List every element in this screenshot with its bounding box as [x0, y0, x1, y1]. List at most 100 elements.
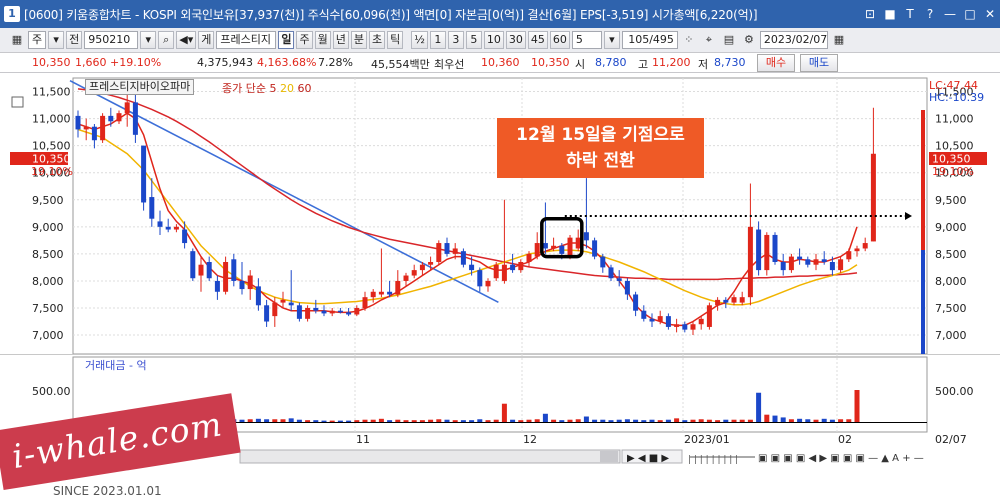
y-tick-label: 10,000 [935, 167, 974, 180]
sell-button[interactable]: 매도 [800, 54, 838, 72]
volume-bar [797, 418, 803, 422]
candle-body [534, 243, 540, 257]
gye-button[interactable]: 게 [198, 31, 215, 49]
legend-ma20: 20 [279, 82, 294, 95]
y-tick-label: 9,500 [935, 194, 967, 207]
candle-body [575, 237, 581, 249]
low-label: 저 [698, 58, 709, 71]
market-select[interactable]: 주 [28, 31, 47, 49]
candle-body [321, 310, 327, 314]
chart-type-icon[interactable]: ▤ [723, 33, 735, 46]
candle-body [862, 243, 868, 249]
help-icon[interactable]: ? [926, 7, 934, 21]
volume-value: 4,375,943 [197, 56, 253, 69]
scrollbar-track[interactable] [239, 449, 621, 464]
candle-body [444, 243, 450, 254]
volume-bar [542, 413, 548, 422]
period-week-button[interactable]: 주 [296, 31, 313, 49]
count-field[interactable]: 105/495 [621, 31, 678, 49]
turnover: 7.28% [318, 56, 353, 69]
volume-bar [395, 419, 401, 422]
period-year-button[interactable]: 년 [332, 31, 349, 49]
close-icon[interactable]: ✕ [984, 7, 996, 21]
axis-setting-icon[interactable] [11, 96, 24, 108]
volume-bar [616, 419, 622, 422]
minute-60-button[interactable]: 60 [549, 31, 570, 49]
volume-bar [444, 419, 450, 422]
market-dropdown-icon[interactable]: ▾ [48, 31, 65, 49]
minute-30-button[interactable]: 30 [505, 31, 526, 49]
volume-bar [403, 420, 409, 422]
scrollbar-thumb[interactable] [600, 451, 618, 462]
trendline [69, 79, 499, 304]
volume-bar [838, 419, 844, 422]
period-day-button[interactable]: 일 [278, 31, 295, 49]
volume-bar [264, 419, 270, 422]
candle-body [616, 278, 622, 281]
left-price-tag [10, 152, 68, 165]
legend-ma60: 60 [297, 82, 312, 95]
candle-body [141, 145, 147, 203]
y-tick-label: 10,000 [32, 167, 71, 180]
maximize-icon[interactable]: □ [964, 7, 976, 21]
period-second-button[interactable]: 초 [368, 31, 386, 49]
dots-icon[interactable]: ⁘ [684, 33, 694, 46]
layout-icon[interactable]: ⊡ [864, 7, 876, 21]
y-tick-label: 9,000 [935, 221, 967, 234]
volume-bar [313, 420, 319, 422]
code-dropdown-icon[interactable]: ▾ [140, 31, 157, 49]
interval-dropdown-icon[interactable]: ▾ [603, 31, 620, 49]
speaker-icon[interactable]: ◀▾ [176, 31, 197, 49]
minimize-icon[interactable]: — [944, 7, 956, 21]
period-minute-button[interactable]: 분 [350, 31, 367, 49]
candle-body [583, 232, 589, 241]
volume-bar [813, 419, 819, 422]
minute-10-button[interactable]: 10 [483, 31, 504, 49]
grid-icon[interactable]: ▦ [11, 33, 23, 46]
candle-body [313, 308, 319, 311]
interval-select[interactable]: 5 [571, 31, 602, 49]
svg-text:| | | | | | | | |: | | | | | | | | | [688, 455, 738, 465]
settings-icon[interactable]: ⚙ [743, 33, 754, 46]
code-input[interactable]: 950210 [84, 31, 139, 49]
crosshair-icon[interactable]: ⌖ [705, 33, 712, 46]
period-month-button[interactable]: 월 [314, 31, 331, 49]
half-button[interactable]: ½ [411, 31, 428, 49]
minute-45-button[interactable]: 45 [527, 31, 548, 49]
volume-bar [567, 419, 573, 422]
minute-3-button[interactable]: 3 [447, 31, 464, 49]
candle-body [173, 226, 179, 230]
candle-body [821, 259, 827, 262]
fill-icon[interactable]: ■ [884, 7, 896, 21]
all-button[interactable]: 전 [66, 31, 83, 49]
candle-body [190, 251, 196, 279]
candle-body [108, 115, 114, 122]
volume-bar [526, 419, 532, 422]
playback-controls[interactable]: ▶ ◀ ■ ▶ [621, 449, 683, 464]
annotation-line-1: 12월 15일을 기점으로 [516, 125, 685, 145]
text-icon[interactable]: T [906, 7, 914, 21]
volume-bar [559, 420, 565, 422]
x-label-feb: 02 [838, 433, 852, 446]
volume-bar [469, 420, 475, 422]
bottom-tool-icons[interactable]: ▣ ▣ ▣ ▣ ◀ ▶ ▣ ▣ ▣ — ▲ A + — [758, 453, 924, 464]
right-price-tag [929, 152, 987, 165]
magnifier-icon[interactable]: ⌕ [158, 31, 175, 49]
volume-bar [428, 419, 434, 422]
candle-body [764, 234, 770, 271]
candle-body [600, 256, 606, 268]
minute-5-button[interactable]: 5 [465, 31, 482, 49]
minute-1-button[interactable]: 1 [429, 31, 446, 49]
date-input[interactable]: 2023/02/07 [759, 31, 828, 49]
trade-amount: 45,554백만 [371, 58, 430, 71]
watermark-since: SINCE 2023.01.01 [53, 484, 162, 498]
lc-label: LC:47.44 [929, 79, 978, 92]
candle-body [788, 256, 794, 271]
zoom-slider[interactable]: | | | | | | | | | [688, 455, 755, 465]
calendar-icon[interactable]: ▦ [833, 33, 845, 46]
price-axis: 11,500 11,500 11,000 11,000 10,500 10,500 10,0… [32, 86, 974, 343]
volume-bar [715, 420, 721, 422]
period-tick-button[interactable]: 틱 [387, 31, 404, 49]
buy-button[interactable]: 매수 [757, 54, 795, 72]
candle-body [231, 259, 237, 281]
